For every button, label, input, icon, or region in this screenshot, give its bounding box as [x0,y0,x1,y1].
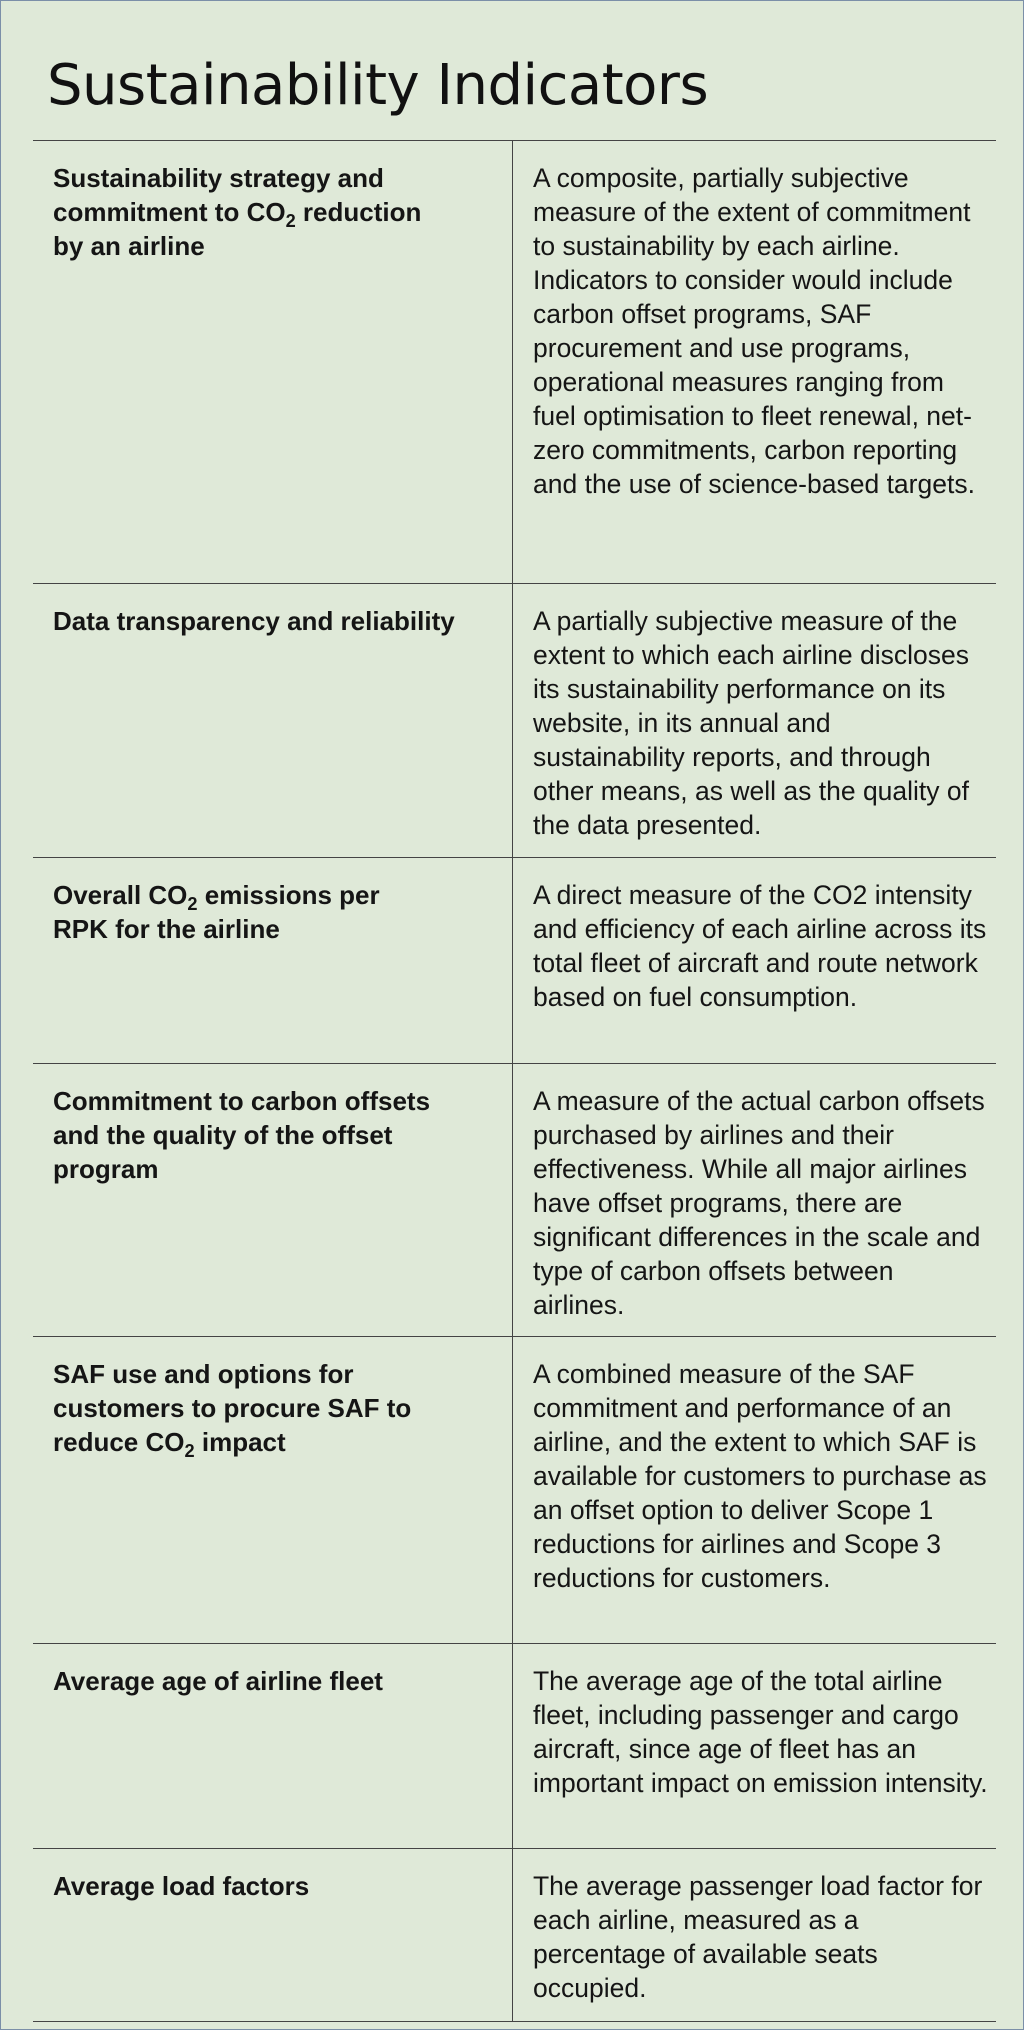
description-text: A composite, partially subjective measur… [533,163,975,499]
indicator-name: SAF use and options for customers to pro… [33,1337,513,1643]
description-text: A partially subjective measure of the ex… [533,606,970,840]
indicator-label: SAF use and options for customers to pro… [53,1359,412,1461]
description-text: A measure of the actual carbon offsets p… [533,1086,985,1320]
indicator-description: A direct measure of the CO2 intensity an… [513,858,996,1063]
indicator-name: Data transparency and reliability [33,584,513,857]
indicator-label: Average load factors [53,1871,310,1901]
indicator-name: Sustainability strategy and commitment t… [33,141,513,583]
table-row: Commitment to carbon offsets and the qua… [33,1064,996,1337]
table-row: SAF use and options for customers to pro… [33,1337,996,1644]
indicator-description: The average passenger load factor for ea… [513,1849,996,2021]
description-text: A combined measure of the SAF commitment… [533,1359,987,1593]
indicator-name: Average load factors [33,1849,513,2021]
indicator-description: A combined measure of the SAF commitment… [513,1337,996,1643]
indicator-description: A measure of the actual carbon offsets p… [513,1064,996,1336]
table-row: Data transparency and reliability A part… [33,584,996,858]
description-text: The average passenger load factor for ea… [533,1871,983,2003]
indicators-table: Sustainability strategy and commitment t… [33,140,996,2022]
indicator-label: Overall CO2 emissions per RPK for the ai… [53,880,380,944]
page-title: Sustainability Indicators [47,53,709,118]
indicator-label: Data transparency and reliability [53,606,455,636]
indicator-name: Commitment to carbon offsets and the qua… [33,1064,513,1336]
description-text: The average age of the total airline fle… [533,1666,988,1798]
indicator-name: Overall CO2 emissions per RPK for the ai… [33,858,513,1063]
table-row: Sustainability strategy and commitment t… [33,141,996,584]
indicator-label: Sustainability strategy and commitment t… [53,163,422,261]
table-row: Average age of airline fleet The average… [33,1644,996,1849]
indicator-description: The average age of the total airline fle… [513,1644,996,1848]
description-text: A direct measure of the CO2 intensity an… [533,880,987,1012]
indicator-description: A partially subjective measure of the ex… [513,584,996,857]
indicator-label: Average age of airline fleet [53,1666,383,1696]
indicator-description: A composite, partially subjective measur… [513,141,996,583]
table-row: Overall CO2 emissions per RPK for the ai… [33,858,996,1064]
indicator-name: Average age of airline fleet [33,1644,513,1848]
table-row: Average load factors The average passeng… [33,1849,996,2022]
indicator-label: Commitment to carbon offsets and the qua… [53,1086,431,1184]
